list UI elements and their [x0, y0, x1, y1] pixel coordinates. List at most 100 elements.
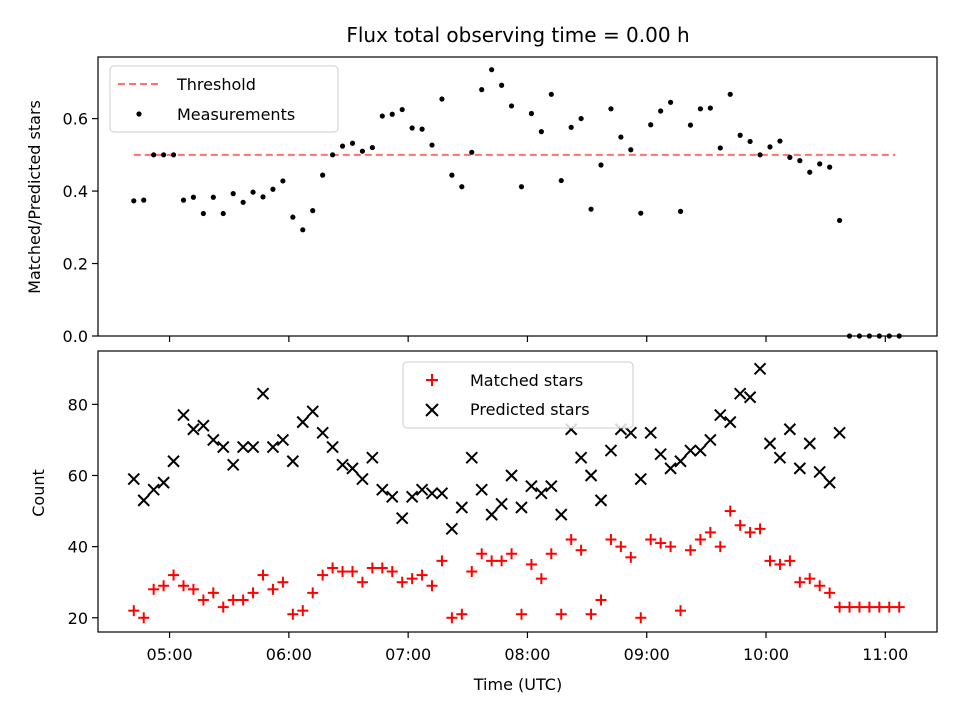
measurement-point: [697, 106, 704, 112]
measurement-point: [797, 158, 803, 164]
top-x-ticks: [168, 336, 886, 342]
measurement-point: [349, 140, 356, 146]
measurement-point: [200, 210, 206, 217]
predicted-star-point: [276, 433, 290, 447]
measurement-point: [737, 132, 743, 138]
predicted-star-point: [316, 426, 329, 440]
predicted-star-point: [505, 469, 518, 482]
predicted-star-point: [177, 408, 190, 422]
predicted-star-point: [246, 440, 260, 454]
predicted-star-point: [763, 437, 777, 450]
matched-star-point: [456, 608, 468, 620]
measurement-point: [528, 110, 535, 117]
measurement-point: [220, 210, 226, 217]
bottom-x-tick-label: 08:00: [504, 645, 550, 664]
measurement-point: [330, 152, 336, 158]
matched-star-point: [893, 601, 905, 613]
measurement-point: [141, 197, 147, 203]
legend-threshold-label: Threshold: [176, 75, 256, 94]
matched-star-point: [436, 555, 448, 567]
predicted-star-point: [376, 483, 389, 496]
matched-star-point: [724, 505, 736, 517]
measurement-point: [807, 169, 813, 175]
top-y-tick-label: 0.0: [63, 327, 88, 346]
measurement-point: [230, 191, 236, 197]
predicted-star-point: [694, 444, 707, 457]
matched-star-point: [754, 523, 766, 535]
matched-star-point: [346, 566, 358, 578]
matched-star-point: [466, 566, 478, 578]
top-y-tick-label: 0.6: [63, 110, 88, 129]
legend-predicted-label: Predicted stars: [470, 400, 590, 419]
predicted-star-point: [167, 455, 180, 468]
bottom-ylabel: Count: [29, 469, 48, 517]
predicted-star-point: [574, 451, 588, 464]
matched-star-point: [267, 583, 279, 595]
predicted-star-point: [217, 440, 230, 454]
matched-star-point: [575, 544, 587, 556]
matched-star-point: [814, 580, 826, 592]
predicted-star-point: [266, 440, 280, 454]
predicted-star-point: [525, 479, 538, 493]
bottom-xlabel: Time (UTC): [473, 675, 562, 694]
matched-star-point: [515, 608, 527, 620]
measurement-point: [369, 144, 375, 151]
measurement-point: [767, 144, 773, 150]
measurement-point: [747, 138, 753, 145]
predicted-star-point: [157, 476, 170, 489]
predicted-star-point: [485, 508, 498, 521]
measurement-point: [379, 113, 385, 119]
bottom-y-tick-label: 80: [68, 395, 88, 414]
measurement-point: [658, 108, 664, 114]
matched-star-point: [148, 583, 160, 595]
predicted-star-point: [435, 487, 449, 500]
top-axes-frame: [97, 56, 938, 337]
measurement-point: [787, 154, 793, 160]
bottom-x-tick-label: 11:00: [862, 645, 908, 664]
predicted-star-point: [465, 451, 478, 464]
matched-star-points: [128, 505, 905, 624]
measurement-point: [508, 103, 515, 109]
predicted-star-point: [306, 405, 319, 418]
predicted-star-point: [743, 391, 757, 404]
matched-star-point: [665, 541, 677, 553]
predicted-star-point: [336, 458, 349, 472]
matched-star-point: [217, 601, 229, 613]
matched-star-point: [853, 601, 865, 613]
measurement-point: [727, 91, 733, 97]
measurement-point: [479, 87, 485, 93]
matched-star-point: [426, 580, 438, 592]
predicted-star-point: [395, 511, 409, 525]
matched-star-point: [128, 605, 140, 617]
predicted-star-point: [326, 440, 339, 454]
matched-star-point: [416, 569, 428, 581]
measurement-point: [439, 96, 445, 102]
measurement-point: [240, 199, 246, 205]
matched-star-point: [714, 541, 726, 553]
matched-star-point: [675, 605, 687, 617]
top-y-tick-label: 0.4: [63, 182, 88, 201]
matched-star-point: [615, 541, 627, 553]
matched-star-point: [277, 576, 289, 588]
predicted-star-point: [127, 472, 140, 486]
matched-star-point: [804, 573, 816, 585]
predicted-star-point: [515, 501, 528, 514]
matched-star-point: [635, 612, 647, 624]
measurement-point: [469, 149, 475, 155]
predicted-star-point: [475, 483, 488, 496]
predicted-star-point: [783, 423, 797, 436]
predicted-star-point: [813, 465, 826, 479]
measurement-point: [667, 99, 674, 105]
measurement-point: [459, 184, 465, 190]
measurement-point: [578, 115, 584, 122]
matched-star-point: [177, 580, 189, 592]
measurement-point: [687, 122, 694, 128]
measurement-point: [757, 152, 763, 158]
bottom-x-ticks: 05:00 06:00 07:00 08:00 09:00 10:00 11:00: [147, 632, 908, 664]
measurement-point: [310, 208, 316, 214]
measurement-point: [389, 111, 395, 117]
predicted-star-point: [634, 472, 647, 486]
bottom-x-tick-label: 07:00: [385, 645, 431, 664]
matched-star-point: [545, 548, 557, 560]
predicted-star-point: [256, 387, 270, 400]
